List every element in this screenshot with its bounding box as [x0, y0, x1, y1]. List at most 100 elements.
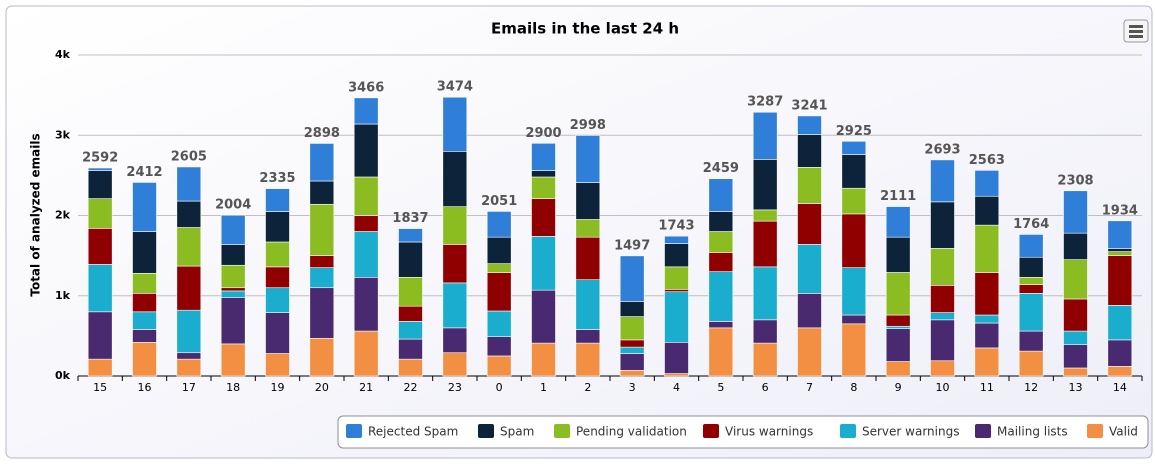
bar-segment — [132, 182, 157, 232]
bar-segment — [1107, 251, 1133, 256]
bar-segment — [220, 343, 246, 377]
bar-segment — [486, 263, 512, 273]
x-tick-label: 12 — [1024, 381, 1038, 394]
bar-segment — [353, 97, 379, 125]
bar-segment — [797, 115, 822, 135]
x-tick-label: 20 — [315, 381, 329, 394]
bar-segment — [752, 342, 778, 377]
bar-segment — [442, 96, 468, 152]
x-tick-label: 5 — [717, 381, 724, 394]
menu-icon — [1129, 30, 1143, 33]
bar-segment — [841, 213, 867, 268]
bar-segment — [1107, 220, 1133, 249]
bar-segment — [974, 322, 1000, 349]
y-tick-label: 3k — [55, 128, 71, 141]
chart-title: Emails in the last 24 h — [491, 20, 679, 38]
legend-swatch[interactable] — [1087, 424, 1103, 438]
legend-swatch[interactable] — [554, 424, 570, 438]
bar-segment — [220, 264, 246, 289]
x-tick-label: 8 — [850, 381, 857, 394]
bar-segment — [176, 358, 202, 377]
total-label: 2900 — [525, 126, 561, 141]
bar-segment — [841, 187, 867, 215]
bar-segment — [930, 201, 955, 249]
legend-box — [337, 415, 1149, 449]
total-label: 2925 — [836, 124, 872, 139]
legend-label[interactable]: Spam — [500, 425, 534, 439]
bar-segment — [974, 272, 1000, 316]
bar-segment — [575, 219, 601, 238]
bar-segment — [442, 206, 468, 245]
legend-label[interactable]: Mailing lists — [997, 425, 1068, 439]
bar-segment — [531, 342, 556, 377]
legend-label[interactable]: Server warnings — [862, 425, 959, 439]
bar-segment — [575, 135, 601, 183]
bar-segment — [1107, 366, 1133, 377]
x-tick-label: 16 — [138, 381, 152, 394]
x-tick-label: 17 — [182, 381, 196, 394]
total-label: 3474 — [437, 80, 473, 95]
legend-label[interactable]: Virus warnings — [725, 425, 813, 439]
bar-segment — [87, 311, 113, 360]
x-tick-label: 13 — [1069, 381, 1083, 394]
bar-segment — [220, 287, 246, 292]
legend-swatch[interactable] — [346, 424, 362, 438]
x-tick-label: 4 — [673, 381, 680, 394]
bar-segment — [930, 312, 955, 321]
legend-label[interactable]: Pending validation — [576, 425, 687, 439]
bar-segment — [841, 267, 867, 316]
bar-segment — [797, 327, 822, 377]
bar-segment — [265, 287, 290, 313]
bar-segment — [885, 272, 911, 316]
bar-segment — [664, 266, 689, 290]
bar-segment — [1107, 305, 1133, 341]
bar-segment — [398, 358, 423, 377]
total-label: 1837 — [392, 211, 428, 226]
legend-swatch[interactable] — [975, 424, 991, 438]
bar-segment — [220, 297, 246, 345]
total-label: 2111 — [880, 189, 916, 204]
bar-segment — [353, 276, 379, 332]
bar-segment — [930, 319, 955, 362]
legend-swatch[interactable] — [703, 424, 719, 438]
x-tick-label: 3 — [629, 381, 636, 394]
bar-segment — [1018, 330, 1044, 352]
bar-segment — [930, 360, 955, 377]
bar-segment — [974, 347, 1000, 377]
bar-segment — [531, 142, 556, 171]
legend-swatch[interactable] — [478, 424, 494, 438]
bar-segment — [265, 211, 290, 243]
x-tick-label: 14 — [1113, 381, 1127, 394]
menu-icon — [1129, 35, 1143, 38]
legend-label[interactable]: Rejected Spam — [368, 425, 458, 439]
bar-segment — [708, 271, 734, 322]
bar-segment — [619, 316, 645, 341]
bar-segment — [220, 290, 246, 298]
bar-segment — [575, 342, 601, 377]
bar-segment — [797, 134, 822, 168]
y-tick-label: 0k — [55, 369, 71, 382]
bar-segment — [664, 243, 689, 268]
bar-segment — [708, 252, 734, 272]
bar-segment — [132, 341, 157, 377]
bar-segment — [974, 195, 1000, 226]
total-label: 2412 — [126, 165, 162, 180]
total-label: 2998 — [570, 118, 606, 133]
total-label: 1497 — [614, 238, 650, 253]
bar-segment — [1107, 339, 1133, 367]
bar-segment — [87, 264, 113, 313]
bar-segment — [664, 289, 689, 293]
menu-button[interactable] — [1123, 19, 1149, 43]
bar-segment — [797, 244, 822, 294]
legend-swatch[interactable] — [840, 424, 856, 438]
bar-segment — [132, 272, 157, 294]
total-label: 2051 — [481, 194, 517, 209]
legend-label[interactable]: Valid — [1109, 425, 1138, 439]
bar-segment — [398, 228, 423, 243]
total-label: 3241 — [791, 98, 827, 113]
bar-segment — [619, 301, 645, 317]
total-label: 2693 — [924, 142, 960, 157]
bar-segment — [974, 224, 1000, 273]
bar-segment — [486, 211, 512, 238]
